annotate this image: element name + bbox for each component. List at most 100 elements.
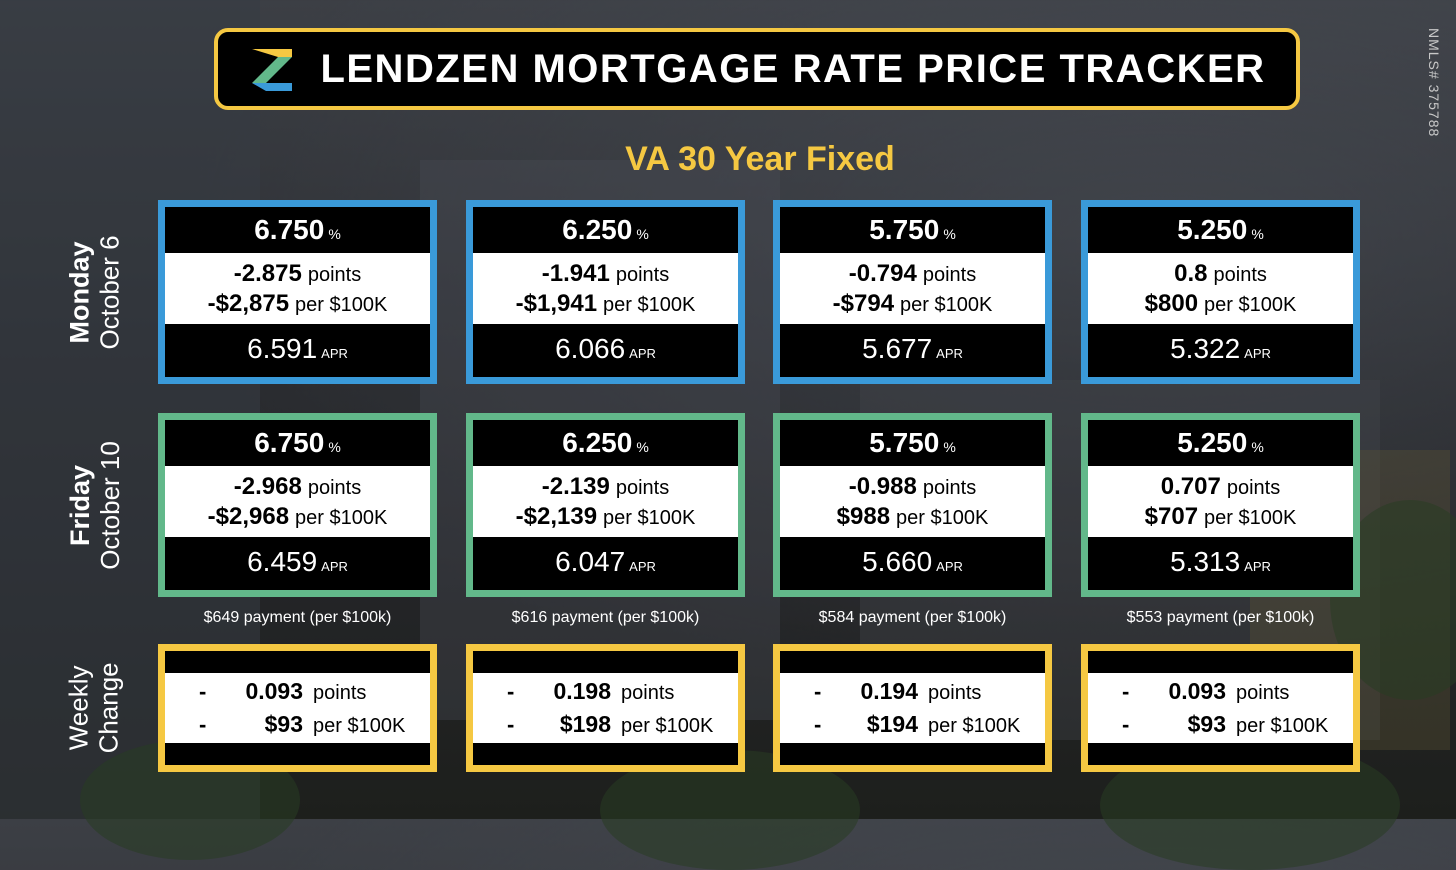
monday-rate-card: 6.750% -2.875 points -$2,875 per $100K 6.591 A…: [158, 200, 437, 384]
monday-rate-card: 6.250% -1.941 points -$1,941 per $100K 6.066 A…: [466, 200, 745, 384]
friday-date-label: October 10: [94, 440, 125, 570]
points-value: -0.988: [848, 472, 917, 500]
title-banner: LENDZEN MORTGAGE RATE PRICE TRACKER: [214, 28, 1300, 110]
weekly-label-line1: Weekly: [64, 665, 95, 751]
points-value: 0.707: [1160, 472, 1221, 500]
payment-note: $616 payment (per $100k): [511, 609, 700, 626]
friday-rate-card: 6.250% -2.139 points -$2,139 per $100K 6.047 A…: [466, 413, 745, 597]
points-value: -2.968: [233, 472, 302, 500]
product-title: VA 30 Year Fixed: [625, 140, 895, 178]
note-rate: 6.250%: [473, 420, 738, 466]
rate-unit: %: [636, 439, 649, 455]
weekly-card-top: [165, 651, 430, 673]
dollars-change-value: $194: [866, 711, 918, 737]
dollars-change-sign: -: [507, 712, 515, 737]
points-panel: -1.941 points -$1,941 per $100K: [473, 253, 738, 324]
apr-unit: APR: [629, 345, 656, 361]
dollars-change-sign: -: [1122, 712, 1130, 737]
points-panel: 0.707 points $707 per $100K: [1088, 466, 1353, 537]
dollars-line: $800 per $100K: [1145, 290, 1297, 318]
payment-note: $553 payment (per $100k): [1126, 609, 1315, 626]
apr-unit: APR: [1244, 345, 1271, 361]
per-label: per $100K: [603, 293, 696, 316]
points-label: points: [313, 682, 367, 704]
apr-value: 5.677: [862, 333, 933, 364]
dollars-line: -$794 per $100K: [833, 290, 993, 318]
weekly-points-line: - 0.093 points: [1122, 678, 1353, 705]
apr-value: 6.459: [247, 546, 318, 577]
weekly-change-panel: - 0.093 points - $93 per $100K: [165, 672, 430, 744]
per-label: per $100K: [621, 715, 714, 737]
points-change-value: 0.093: [245, 678, 303, 704]
weekly-change-card: - 0.198 points - $198 per $100K: [466, 644, 745, 772]
dollars-line: $988 per $100K: [837, 503, 989, 531]
note-rate: 5.750%: [780, 420, 1045, 466]
weekly-dollars-line: - $194 per $100K: [814, 711, 1045, 738]
friday-day-label: Friday: [64, 464, 95, 546]
points-panel: -2.139 points -$2,139 per $100K: [473, 466, 738, 537]
dollars-value: $800: [1144, 289, 1199, 317]
weekly-dollars-line: - $198 per $100K: [507, 711, 738, 738]
points-label: points: [307, 476, 362, 499]
dollars-line: -$1,941 per $100K: [516, 290, 696, 318]
apr-value: 6.047: [555, 546, 626, 577]
row-label-monday: Monday October 6: [50, 200, 140, 384]
per-label: per $100K: [295, 506, 388, 529]
rate-unit: %: [328, 226, 341, 242]
friday-rate-card: 5.750% -0.988 points $988 per $100K 5.660 APR: [773, 413, 1052, 597]
points-label: points: [615, 476, 670, 499]
points-change-value: 0.194: [860, 678, 918, 704]
banner-title: LENDZEN MORTGAGE RATE PRICE TRACKER: [320, 46, 1266, 91]
points-value: -2.139: [541, 472, 610, 500]
points-label: points: [928, 682, 982, 704]
per-label: per $100K: [295, 293, 388, 316]
points-panel: -2.875 points -$2,875 per $100K: [165, 253, 430, 324]
weekly-label-line2: Change: [94, 662, 125, 754]
points-line: 0.8 points: [1174, 260, 1267, 288]
points-label: points: [307, 263, 362, 286]
points-change-value: 0.093: [1168, 678, 1226, 704]
weekly-points-line: - 0.194 points: [814, 678, 1045, 705]
points-value: -2.875: [233, 259, 302, 287]
monday-rate-card: 5.750% -0.794 points -$794 per $100K 5.677 APR: [773, 200, 1052, 384]
note-rate: 6.250%: [473, 207, 738, 253]
points-change-value: 0.198: [553, 678, 611, 704]
per-label: per $100K: [1236, 715, 1329, 737]
weekly-dollars-line: - $93 per $100K: [199, 711, 430, 738]
apr-value: 5.322: [1170, 333, 1241, 364]
points-label: points: [615, 263, 670, 286]
per-label: per $100K: [603, 506, 696, 529]
rate-value: 5.250: [1177, 214, 1248, 245]
weekly-card-bottom: [1088, 743, 1353, 765]
monday-date-label: October 6: [94, 234, 125, 350]
points-change-sign: -: [1122, 679, 1130, 704]
note-rate: 6.750%: [165, 420, 430, 466]
apr-line: 6.047 APR: [473, 537, 738, 587]
points-value: -1.941: [541, 259, 610, 287]
dollars-change-value: $93: [264, 711, 303, 737]
points-label: points: [621, 682, 675, 704]
rate-unit: %: [636, 226, 649, 242]
rate-unit: %: [943, 226, 956, 242]
points-label: points: [922, 263, 977, 286]
weekly-change-panel: - 0.093 points - $93 per $100K: [1088, 672, 1353, 744]
points-label: points: [1236, 682, 1290, 704]
dollars-value: -$2,139: [515, 502, 598, 530]
apr-unit: APR: [629, 558, 656, 574]
points-value: 0.8: [1174, 259, 1208, 287]
points-change-sign: -: [814, 679, 822, 704]
per-label: per $100K: [1204, 506, 1297, 529]
dollars-line: -$2,139 per $100K: [516, 503, 696, 531]
per-label: per $100K: [928, 715, 1021, 737]
points-line: -1.941 points: [542, 260, 669, 288]
weekly-change-panel: - 0.194 points - $194 per $100K: [780, 672, 1045, 744]
points-change-sign: -: [199, 679, 207, 704]
rate-value: 5.750: [869, 214, 940, 245]
points-panel: -0.794 points -$794 per $100K: [780, 253, 1045, 324]
apr-line: 6.066 APR: [473, 324, 738, 374]
points-value: -0.794: [848, 259, 917, 287]
payment-note: $584 payment (per $100k): [818, 609, 1007, 626]
dollars-change-sign: -: [199, 712, 207, 737]
rate-unit: %: [1251, 226, 1264, 242]
points-panel: -2.968 points -$2,968 per $100K: [165, 466, 430, 537]
